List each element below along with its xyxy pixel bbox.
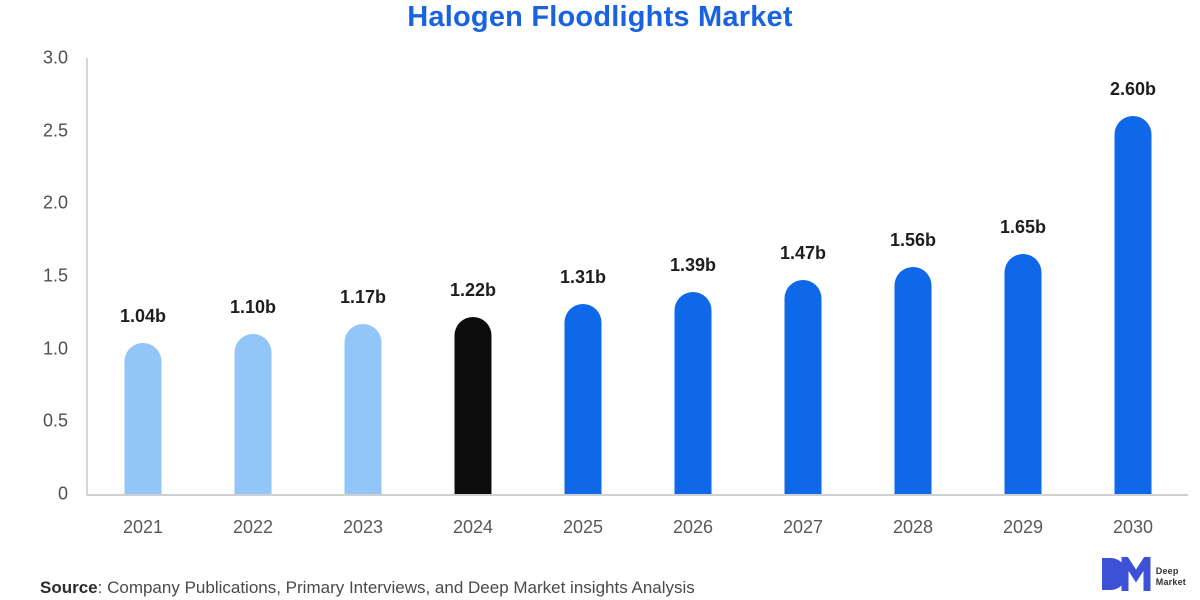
bar-value-label: 1.17b [339,286,387,307]
bar-value-label: 2.60b [1109,79,1157,100]
bars-row: 1.04b 2021 1.10b 2022 1.17b 2023 1.22b 2024 1.31… [88,58,1188,537]
logo-name: Deep Market [1156,566,1186,587]
bar-2026 [674,292,712,494]
x-axis-label: 2026 [672,517,714,537]
x-axis-label: 2021 [122,517,164,537]
bar-value-label: 1.39b [669,255,717,275]
x-axis-label: 2030 [1112,517,1154,537]
x-axis-label: 2024 [452,517,494,537]
bar-value-label: 1.31b [559,266,607,287]
bar-column-2030: 2.60b 2030 [1078,58,1188,537]
x-axis-label: 2027 [782,517,824,537]
plot-area: 1.04b 2021 1.10b 2022 1.17b 2023 1.22b 2024 1.31… [86,58,1188,537]
deep-market-logo: Deep Market [1099,547,1186,596]
bar-value-label: 1.47b [779,243,827,264]
bar-value-label: 1.22b [449,279,497,300]
y-tick-label: 0.5 [42,410,68,431]
bar-column-2025: 1.31b 2025 [528,58,638,537]
bar-column-2028: 1.56b 2028 [858,58,968,537]
source-text: : Company Publications, Primary Intervie… [97,578,695,597]
bar-2024 [454,316,492,494]
y-tick-label: 1.0 [42,338,68,359]
bar-value-label: 1.56b [889,230,937,251]
bar-column-2023: 1.17b 2023 [308,58,418,537]
bar-column-2021: 1.04b 2021 [88,58,198,537]
bar-value-label: 1.65b [999,217,1047,238]
dm-monogram-icon [1099,547,1151,596]
bar-2029 [1004,254,1042,494]
bar-column-2029: 1.65b 2029 [968,58,1078,537]
chart-title: Halogen Floodlights Market [407,1,793,33]
x-axis-label: 2023 [342,517,384,537]
source-label: Source [40,578,98,597]
y-tick-label: 1.5 [42,265,68,286]
y-tick-label: 3.0 [42,47,68,68]
x-axis-label: 2029 [1002,517,1044,537]
x-axis-label: 2025 [562,517,604,537]
bar-2023 [344,323,382,494]
bar-2025 [564,303,602,494]
y-tick-label: 2.5 [42,120,68,141]
bar-2028 [894,267,932,494]
y-tick-label: 2.0 [42,192,68,213]
logo-name-line2: Market [1155,576,1186,587]
x-axis-label: 2028 [892,517,934,537]
bar-2022 [234,334,272,494]
logo-name-line1: Deep [1155,566,1179,577]
source-line: Source: Company Publications, Primary In… [40,578,695,598]
bar-column-2022: 1.10b 2022 [198,58,308,537]
bar-column-2027: 1.47b 2027 [748,58,858,537]
bar-2027 [784,280,822,494]
bar-2030 [1114,116,1152,494]
bar-value-label: 1.10b [229,297,277,318]
y-tick-label: 0 [57,483,68,504]
y-axis-ticks: 3.0 2.5 2.0 1.5 1.0 0.5 0 [0,48,72,504]
bar-value-label: 1.04b [119,305,167,326]
bar-2021 [124,342,162,494]
bar-column-2024: 1.22b 2024 [418,58,528,537]
x-axis-label: 2022 [232,517,274,537]
footer: Source: Company Publications, Primary In… [0,547,1200,600]
bar-column-2026: 1.39b 2026 [638,58,748,537]
